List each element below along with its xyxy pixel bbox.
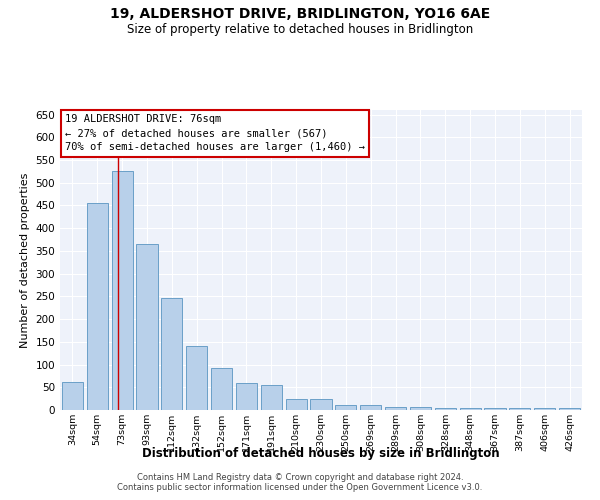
Bar bbox=[161, 298, 182, 410]
Bar bbox=[534, 408, 555, 410]
Bar bbox=[509, 408, 530, 410]
Text: Contains public sector information licensed under the Open Government Licence v3: Contains public sector information licen… bbox=[118, 482, 482, 492]
Bar bbox=[410, 408, 431, 410]
Bar bbox=[484, 408, 506, 410]
Bar bbox=[435, 408, 456, 410]
Text: 19 ALDERSHOT DRIVE: 76sqm
← 27% of detached houses are smaller (567)
70% of semi: 19 ALDERSHOT DRIVE: 76sqm ← 27% of detac… bbox=[65, 114, 365, 152]
Text: 19, ALDERSHOT DRIVE, BRIDLINGTON, YO16 6AE: 19, ALDERSHOT DRIVE, BRIDLINGTON, YO16 6… bbox=[110, 8, 490, 22]
Bar bbox=[286, 398, 307, 410]
Bar bbox=[335, 406, 356, 410]
Bar bbox=[310, 399, 332, 410]
Bar bbox=[136, 244, 158, 410]
Y-axis label: Number of detached properties: Number of detached properties bbox=[20, 172, 30, 348]
Bar bbox=[211, 368, 232, 410]
Bar bbox=[87, 203, 108, 410]
Text: Contains HM Land Registry data © Crown copyright and database right 2024.: Contains HM Land Registry data © Crown c… bbox=[137, 472, 463, 482]
Bar bbox=[112, 172, 133, 410]
Text: Distribution of detached houses by size in Bridlington: Distribution of detached houses by size … bbox=[142, 448, 500, 460]
Bar bbox=[236, 382, 257, 410]
Text: Size of property relative to detached houses in Bridlington: Size of property relative to detached ho… bbox=[127, 22, 473, 36]
Bar bbox=[186, 346, 207, 410]
Bar bbox=[62, 382, 83, 410]
Bar bbox=[460, 408, 481, 410]
Bar bbox=[261, 385, 282, 410]
Bar bbox=[360, 404, 381, 410]
Bar bbox=[559, 408, 580, 410]
Bar bbox=[385, 407, 406, 410]
